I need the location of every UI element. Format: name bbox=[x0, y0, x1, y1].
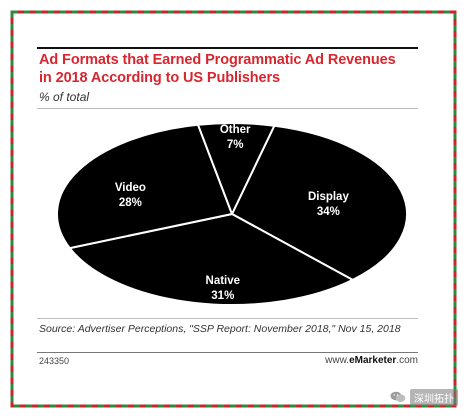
slice-value-display: 34% bbox=[317, 206, 340, 218]
brand-prefix: www. bbox=[325, 355, 350, 366]
top-rule bbox=[37, 47, 418, 49]
bottom-rule bbox=[37, 352, 418, 353]
pie-slice-video bbox=[56, 123, 233, 250]
brand-name: eMarketer bbox=[349, 355, 397, 366]
chart-card: Ad Formats that Earned Programmatic Ad R… bbox=[28, 28, 433, 378]
slice-value-other: 7% bbox=[227, 139, 244, 151]
slice-value-video: 28% bbox=[119, 197, 142, 209]
pie-slice-native bbox=[68, 213, 354, 306]
pie-chart: Display 34% Native 31% Video 28% Other 7% bbox=[56, 121, 408, 306]
source-rule bbox=[37, 318, 418, 319]
pie-slice-display bbox=[231, 124, 408, 281]
brand-suffix: .com bbox=[396, 355, 418, 366]
subtitle-rule bbox=[37, 108, 418, 109]
slice-value-native: 31% bbox=[211, 290, 234, 302]
chart-subtitle: % of total bbox=[39, 90, 90, 104]
chart-id: 243350 bbox=[39, 356, 70, 366]
wechat-icon bbox=[390, 391, 406, 402]
watermark-text: 深圳拓扑 bbox=[410, 388, 458, 406]
slice-label-video: Video bbox=[115, 182, 146, 194]
pie-slice-other bbox=[197, 121, 276, 215]
watermark: 深圳拓扑 bbox=[390, 388, 458, 406]
chart-title: Ad Formats that Earned Programmatic Ad R… bbox=[39, 52, 396, 86]
brand-link[interactable]: www.eMarketer.com bbox=[325, 355, 418, 366]
slice-label-display: Display bbox=[308, 191, 350, 203]
slice-label-native: Native bbox=[206, 275, 241, 287]
chart-source: Source: Advertiser Perceptions, "SSP Rep… bbox=[39, 323, 401, 335]
slice-label-other: Other bbox=[220, 124, 251, 136]
